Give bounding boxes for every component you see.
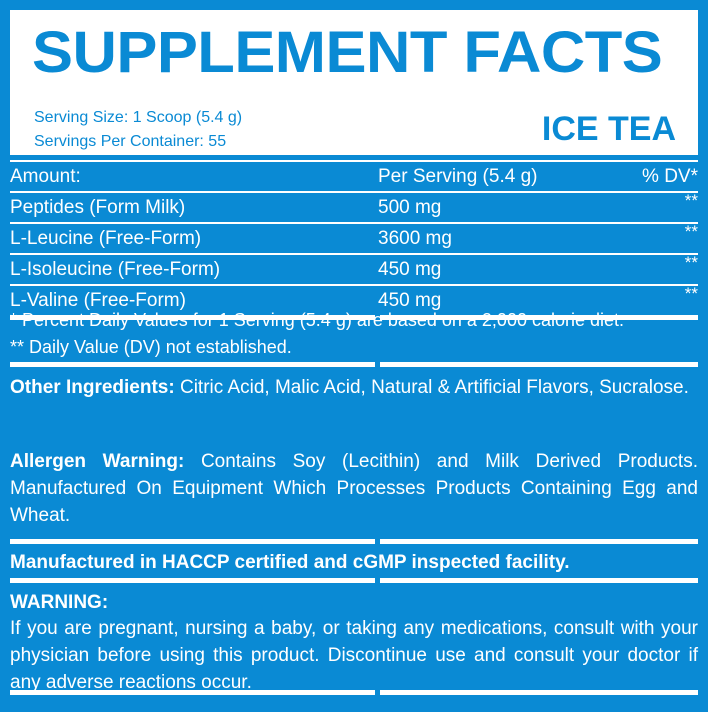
row-divider: [10, 191, 698, 193]
row-name: L-Valine (Free-Form): [10, 290, 186, 311]
row-dv: **: [684, 284, 698, 303]
warning-text: If you are pregnant, nursing a baby, or …: [10, 618, 698, 693]
table-bottom-rule: [10, 315, 698, 320]
supplement-facts-table: Amount: Per Serving (5.4 g) % DV* Peptid…: [10, 160, 698, 320]
row-amount: 450 mg: [378, 259, 442, 280]
row-name: L-Leucine (Free-Form): [10, 228, 202, 249]
row-divider: [10, 253, 698, 255]
table-row: Peptides (Form Milk) 500 mg **: [10, 191, 698, 222]
header-panel: SUPPLEMENT FACTS Serving Size: 1 Scoop (…: [10, 10, 698, 155]
table-row: L-Valine (Free-Form) 450 mg **: [10, 284, 698, 315]
row-dv: **: [684, 253, 698, 272]
allergen-warning: Allergen Warning: Contains Soy (Lecithin…: [10, 448, 698, 529]
divider-after-footnotes: [10, 362, 698, 367]
serving-size-text: Serving Size: 1 Scoop (5.4 g): [34, 109, 243, 126]
table-row: L-Isoleucine (Free-Form) 450 mg **: [10, 253, 698, 284]
other-ingredients: Other Ingredients: Citric Acid, Malic Ac…: [10, 374, 698, 401]
table-top-rule: [10, 160, 698, 162]
row-amount: 450 mg: [378, 290, 442, 311]
allergen-warning-text: Contains Soy (Lecithin) and Milk Derived…: [10, 451, 698, 526]
page-title: SUPPLEMENT FACTS: [32, 20, 663, 85]
row-divider: [10, 284, 698, 286]
row-amount: 3600 mg: [378, 228, 452, 249]
table-row: L-Leucine (Free-Form) 3600 mg **: [10, 222, 698, 253]
header-percent-dv: % DV*: [642, 166, 698, 187]
footnotes: * Percent Daily Values for 1 Serving (5.…: [10, 307, 698, 361]
manufacturing-statement: Manufactured in HACCP certified and cGMP…: [10, 552, 570, 573]
row-amount: 500 mg: [378, 197, 442, 218]
servings-per-container-text: Servings Per Container: 55: [34, 133, 227, 150]
row-name: Peptides (Form Milk): [10, 197, 186, 218]
row-dv: **: [684, 222, 698, 241]
header-per-serving: Per Serving (5.4 g): [378, 166, 538, 187]
divider-after-allergen: [10, 539, 698, 544]
header-amount: Amount:: [10, 166, 81, 187]
footnote-single-star: * Percent Daily Values for 1 Serving (5.…: [10, 310, 625, 330]
row-dv: **: [684, 191, 698, 210]
row-name: L-Isoleucine (Free-Form): [10, 259, 221, 280]
serving-info: Serving Size: 1 Scoop (5.4 g) Servings P…: [34, 106, 242, 154]
other-ingredients-label: Other Ingredients:: [10, 377, 175, 398]
other-ingredients-text: Citric Acid, Malic Acid, Natural & Artif…: [174, 377, 689, 398]
footnote-double-star: ** Daily Value (DV) not established.: [10, 337, 292, 357]
divider-after-manufacturing: [10, 578, 698, 583]
allergen-warning-label: Allergen Warning:: [10, 451, 185, 472]
table-header-row: Amount: Per Serving (5.4 g) % DV*: [10, 162, 698, 191]
flavor-name: ICE TEA: [541, 110, 676, 148]
divider-bottom: [10, 690, 698, 695]
warning-title: WARNING:: [10, 592, 109, 613]
row-divider: [10, 222, 698, 224]
